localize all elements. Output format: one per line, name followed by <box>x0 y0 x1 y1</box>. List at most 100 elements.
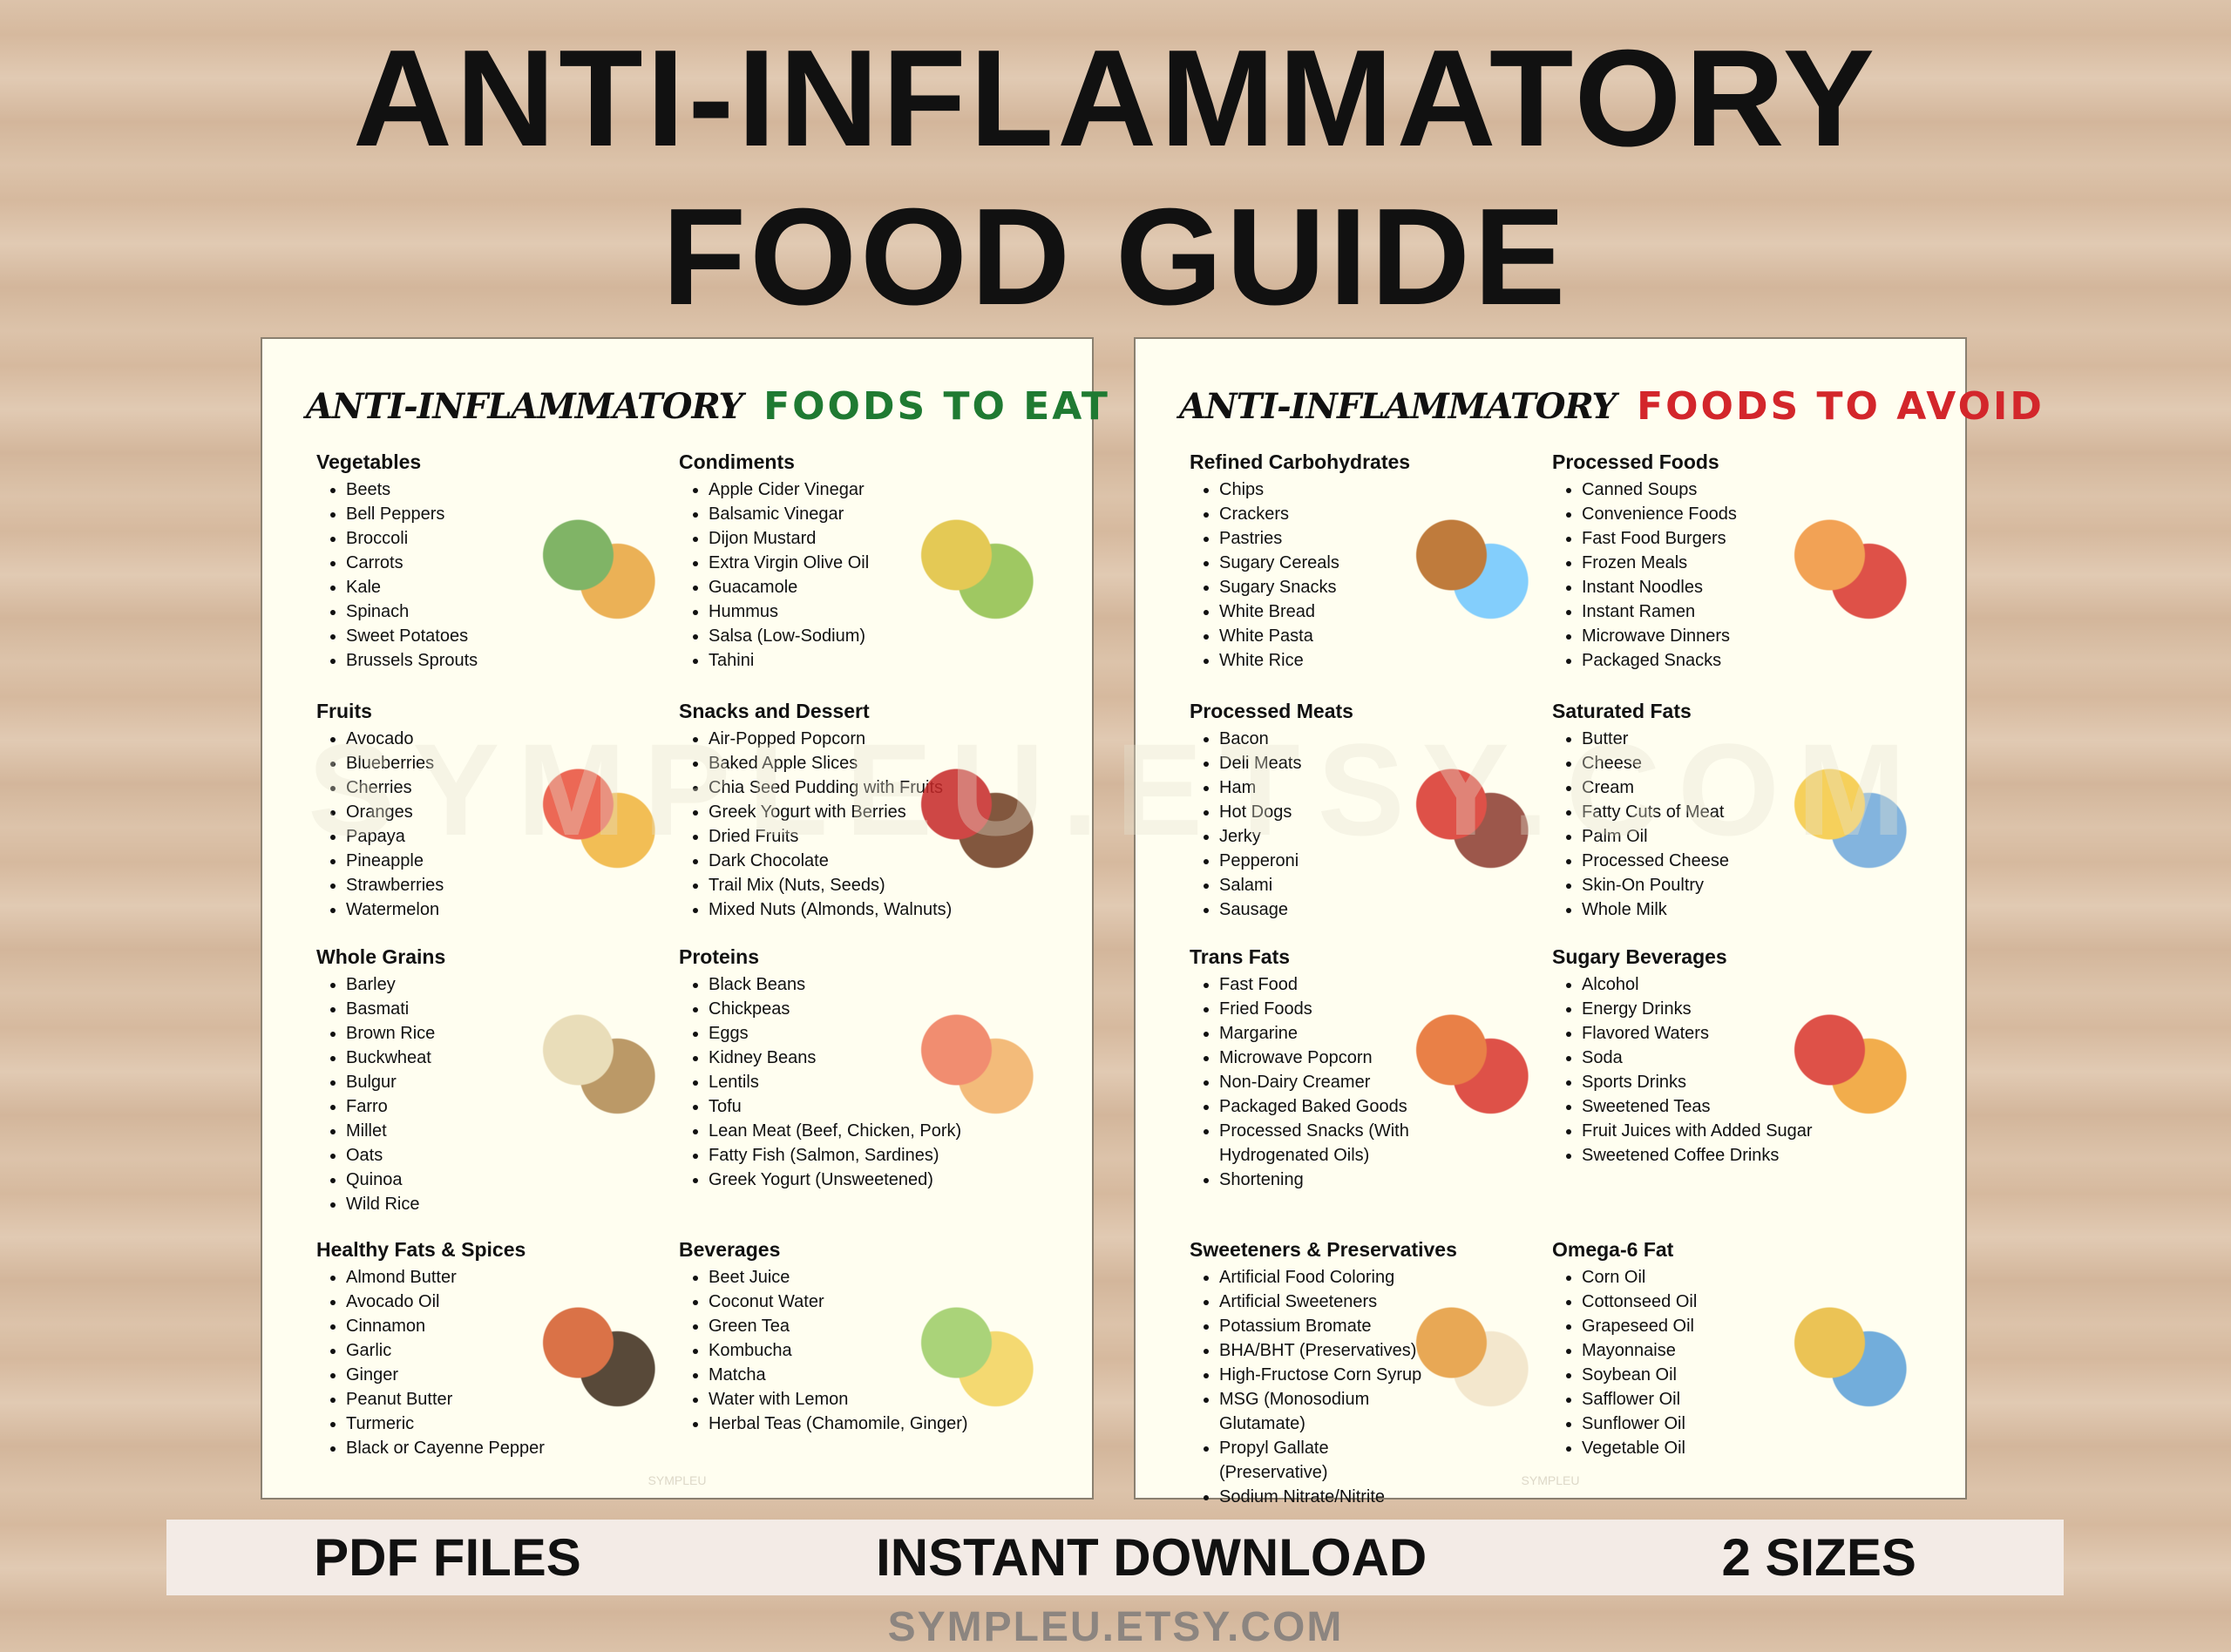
food-item: Sugary Cereals <box>1219 551 1437 575</box>
food-item: Watermelon <box>346 897 564 922</box>
food-item: Chia Seed Pudding with Fruits <box>709 775 970 800</box>
food-section: Beverages Beet JuiceCoconut WaterGreen Te… <box>679 1238 1057 1460</box>
section-title: Whole Grains <box>316 945 446 968</box>
food-illustration <box>1784 998 1915 1128</box>
food-item: Quinoa <box>346 1168 564 1192</box>
section-title: Snacks and Dessert <box>679 700 870 722</box>
item-list: AlcoholEnergy DrinksFlavored WatersSodaS… <box>1552 972 1843 1168</box>
item-list: Air-Popped PopcornBaked Apple SlicesChia… <box>679 727 970 922</box>
food-item: Kidney Beans <box>709 1046 970 1070</box>
food-item: Wild Rice <box>346 1192 564 1216</box>
food-item: Dried Fruits <box>709 824 970 849</box>
section-title: Healthy Fats & Spices <box>316 1238 526 1261</box>
food-section: Sugary Beverages AlcoholEnergy DrinksFlav… <box>1552 945 1930 1238</box>
section-title: Sweeteners & Preservatives <box>1190 1238 1457 1261</box>
food-item: Processed Snacks (With Hydrogenated Oils… <box>1219 1119 1437 1168</box>
food-item: Green Tea <box>709 1314 970 1338</box>
food-section: Refined Carbohydrates ChipsCrackersPastri… <box>1190 450 1552 700</box>
food-illustration <box>1784 503 1915 633</box>
item-list: Beet JuiceCoconut WaterGreen TeaKombucha… <box>679 1265 970 1436</box>
item-list: ButterCheeseCreamFatty Cuts of MeatPalm … <box>1552 727 1843 922</box>
food-item: Instant Noodles <box>1582 575 1843 599</box>
item-list: Corn OilCottonseed OilGrapeseed OilMayon… <box>1552 1265 1843 1460</box>
food-item: Fatty Cuts of Meat <box>1582 800 1843 824</box>
section-title: Omega-6 Fat <box>1552 1238 1674 1261</box>
food-item: Bacon <box>1219 727 1437 751</box>
food-item: Sugary Snacks <box>1219 575 1437 599</box>
food-item: Farro <box>346 1094 564 1119</box>
food-item: White Bread <box>1219 599 1437 624</box>
food-item: Cheese <box>1582 751 1843 775</box>
site-url: SYMPLEU.ETSY.COM <box>887 1604 1344 1650</box>
food-item: Herbal Teas (Chamomile, Ginger) <box>709 1412 970 1436</box>
food-item: Soda <box>1582 1046 1843 1070</box>
section-title: Saturated Fats <box>1552 700 1692 722</box>
food-item: Jerky <box>1219 824 1437 849</box>
food-item: Fast Food <box>1219 972 1437 997</box>
food-item: Garlic <box>346 1338 564 1363</box>
food-item: BHA/BHT (Preservatives) <box>1219 1338 1437 1363</box>
food-illustration <box>1784 1290 1915 1421</box>
section-title: Proteins <box>679 945 760 968</box>
food-item: Turmeric <box>346 1412 564 1436</box>
sheet-mark: SYMPLEU <box>648 1473 707 1487</box>
food-item: Buckwheat <box>346 1046 564 1070</box>
food-illustration <box>1784 752 1915 883</box>
food-section: Trans Fats Fast FoodFried FoodsMargarineM… <box>1190 945 1552 1238</box>
food-item: Air-Popped Popcorn <box>709 727 970 751</box>
section-grid: Vegetables BeetsBell PeppersBroccoliCarro… <box>316 450 1057 1460</box>
food-item: MSG (Monosodium Glutamate) <box>1219 1387 1437 1436</box>
food-item: Propyl Gallate (Preservative) <box>1219 1436 1437 1485</box>
food-item: Tahini <box>709 648 970 673</box>
food-item: Blueberries <box>346 751 564 775</box>
food-item: Black or Cayenne Pepper <box>346 1436 564 1460</box>
food-item: Frozen Meals <box>1582 551 1843 575</box>
food-sheet: ANTI-INFLAMMATORY FOODS TO AVOID Refined C… <box>1134 337 2042 1506</box>
food-item: Packaged Snacks <box>1582 648 1843 673</box>
food-item: Instant Ramen <box>1582 599 1843 624</box>
food-item: Extra Virgin Olive Oil <box>709 551 970 575</box>
item-list: Fast FoodFried FoodsMargarineMicrowave P… <box>1190 972 1437 1192</box>
badge: 2 SIZES <box>1721 1528 1916 1587</box>
food-item: Kombucha <box>709 1338 970 1363</box>
food-item: Bulgur <box>346 1070 564 1094</box>
food-item: Sausage <box>1219 897 1437 922</box>
food-illustration <box>532 998 663 1128</box>
food-item: Soybean Oil <box>1582 1363 1843 1387</box>
sheet-heading: FOODS TO EAT <box>763 384 1110 429</box>
food-item: Convenience Foods <box>1582 502 1843 526</box>
food-item: Pastries <box>1219 526 1437 551</box>
food-section: Snacks and Dessert Air-Popped PopcornBake… <box>679 700 1057 945</box>
food-item: Hot Dogs <box>1219 800 1437 824</box>
food-item: Palm Oil <box>1582 824 1843 849</box>
food-item: Corn Oil <box>1582 1265 1843 1290</box>
food-item: Fruit Juices with Added Sugar <box>1582 1119 1843 1143</box>
food-item: Cottonseed Oil <box>1582 1290 1843 1314</box>
food-item: White Rice <box>1219 648 1437 673</box>
item-list: Almond ButterAvocado OilCinnamonGarlicGi… <box>316 1265 564 1460</box>
food-item: Lentils <box>709 1070 970 1094</box>
food-item: Alcohol <box>1582 972 1843 997</box>
food-item: Deli Meats <box>1219 751 1437 775</box>
food-item: Fast Food Burgers <box>1582 526 1843 551</box>
food-item: Beet Juice <box>709 1265 970 1290</box>
food-item: White Pasta <box>1219 624 1437 648</box>
section-title: Vegetables <box>316 450 422 473</box>
food-item: Pepperoni <box>1219 849 1437 873</box>
food-item: Margarine <box>1219 1021 1437 1046</box>
feature-bar: PDF FILES INSTANT DOWNLOAD 2 SIZES <box>166 1520 2064 1595</box>
food-item: Bell Peppers <box>346 502 564 526</box>
food-item: Salsa (Low-Sodium) <box>709 624 970 648</box>
item-list: ChipsCrackersPastriesSugary CerealsSugar… <box>1190 477 1437 673</box>
food-item: Eggs <box>709 1021 970 1046</box>
section-title: Condiments <box>679 450 795 473</box>
food-section: Vegetables BeetsBell PeppersBroccoliCarro… <box>316 450 679 700</box>
food-item: High-Fructose Corn Syrup <box>1219 1363 1437 1387</box>
food-illustration <box>532 503 663 633</box>
sheet-script-title: ANTI-INFLAMMATORY <box>1179 386 1617 427</box>
sheet-mark: SYMPLEU <box>1521 1473 1580 1487</box>
food-item: Guacamole <box>709 575 970 599</box>
food-item: Almond Butter <box>346 1265 564 1290</box>
item-list: BarleyBasmatiBrown RiceBuckwheatBulgurFa… <box>316 972 564 1216</box>
